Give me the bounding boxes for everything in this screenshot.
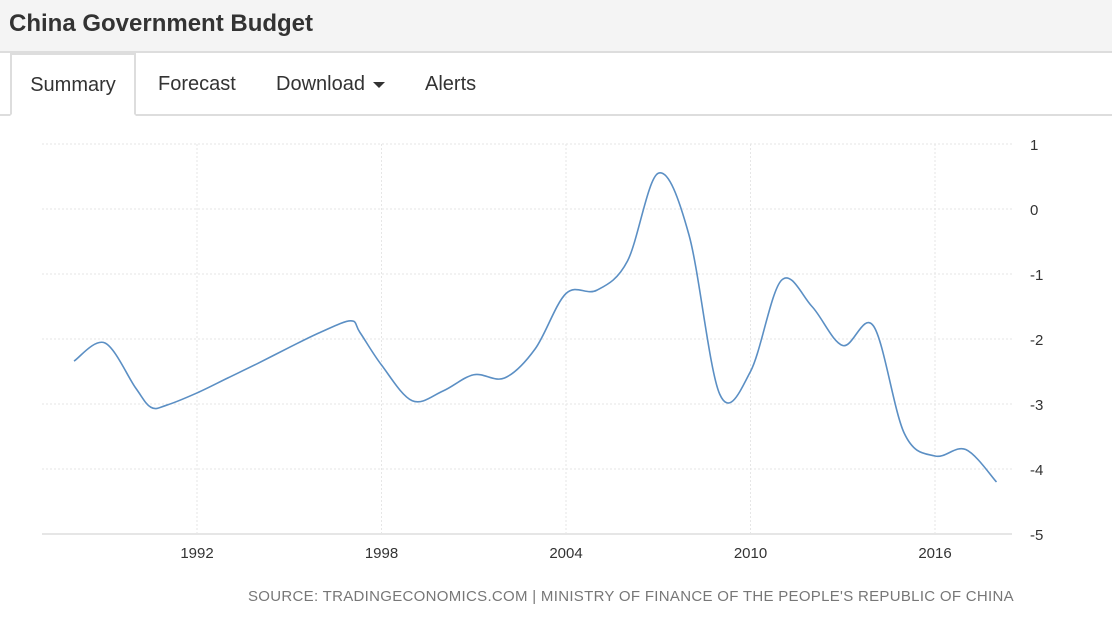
x-tick-label: 2004 — [549, 545, 582, 562]
tab-bar: Summary Forecast Download Alerts — [0, 53, 1112, 116]
x-tick-label: 2010 — [734, 545, 767, 562]
x-tick-label: 1992 — [180, 545, 213, 562]
y-tick-label: -3 — [1030, 397, 1043, 414]
y-tick-label: -2 — [1030, 332, 1043, 349]
series-line — [73, 172, 998, 483]
tab-forecast[interactable]: Forecast — [158, 73, 236, 95]
tab-alerts[interactable]: Alerts — [425, 73, 477, 95]
tab-download[interactable]: Download — [276, 73, 385, 96]
page-header: China Government Budget — [0, 0, 1112, 53]
tab-download-label: Download — [276, 73, 365, 95]
y-tick-label: -4 — [1030, 462, 1043, 479]
source-note: SOURCE: TRADINGECONOMICS.COM | MINISTRY … — [248, 588, 1014, 605]
tab-summary[interactable]: Summary — [10, 53, 136, 116]
x-tick-label: 2016 — [918, 545, 951, 562]
y-tick-label: -5 — [1030, 527, 1043, 544]
x-tick-label: 1998 — [365, 545, 398, 562]
page-title: China Government Budget — [9, 10, 314, 37]
y-tick-label: 0 — [1030, 202, 1038, 219]
caret-down-icon — [372, 81, 385, 88]
y-tick-label: -1 — [1030, 267, 1043, 284]
y-tick-label: 1 — [1030, 137, 1038, 154]
